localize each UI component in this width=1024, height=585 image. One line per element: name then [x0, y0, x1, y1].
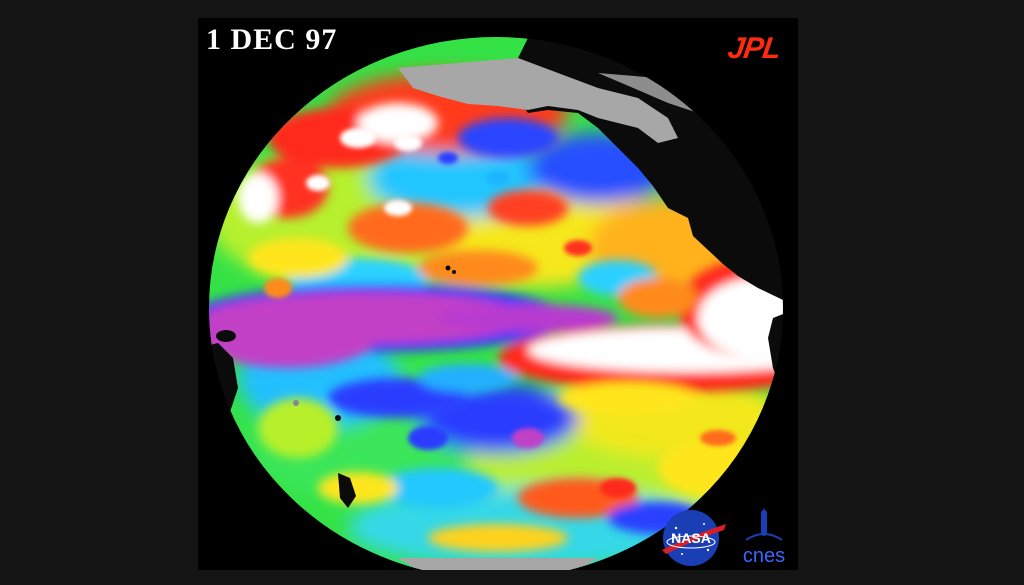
globe-visualization	[207, 35, 785, 570]
satellite-image-frame: 1 DEC 97 JPL NASA cnes	[198, 18, 798, 570]
cnes-logo-text: cnes	[743, 545, 785, 567]
cnes-logo: cnes	[743, 508, 785, 567]
ocean-anomaly-field	[208, 36, 784, 570]
nasa-logo: NASA	[662, 510, 726, 566]
jpl-logo: JPL	[725, 32, 783, 65]
nasa-logo-text: NASA	[671, 530, 711, 546]
date-label: 1 DEC 97	[206, 23, 338, 56]
